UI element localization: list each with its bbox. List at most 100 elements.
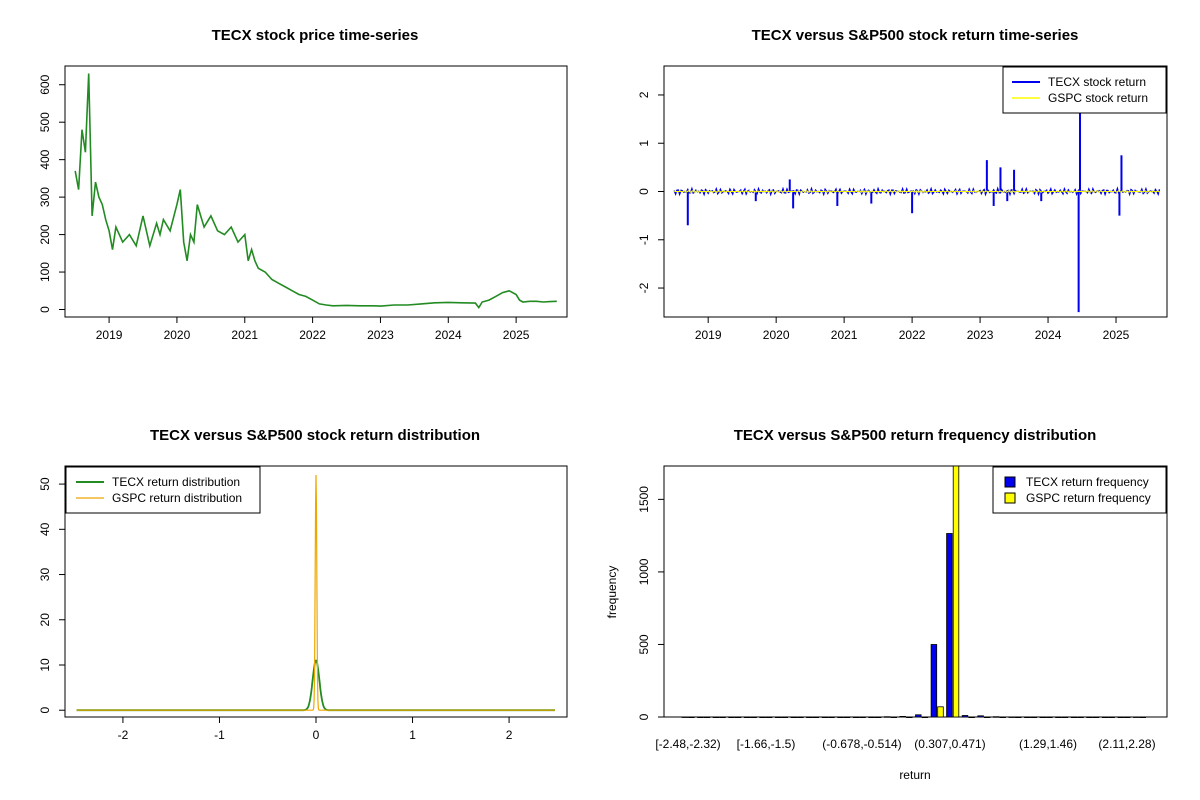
y-tick-label: -2 — [637, 282, 651, 293]
x-tick-label: (2.11,2.28) — [1098, 737, 1155, 751]
density-panel: TECX versus S&P500 stock return distribu… — [38, 427, 568, 742]
x-tick-label: 2022 — [299, 328, 326, 342]
y-tick-label: 500 — [38, 112, 52, 132]
gspc-frequency-bar — [1092, 716, 1100, 719]
tecx-frequency-bar — [1086, 716, 1093, 719]
x-tick-label: [-2.48,-2.32) — [655, 737, 720, 751]
density-legend: TECX return distribution GSPC return dis… — [65, 466, 261, 514]
tecx-frequency-bar — [884, 716, 891, 718]
y-tick-label: 0 — [637, 713, 651, 720]
y-tick-label: 50 — [38, 477, 52, 491]
x-tick-label: 2019 — [695, 328, 722, 342]
x-tick-label: 2021 — [831, 328, 858, 342]
tecx-frequency-bar — [759, 716, 766, 719]
gspc-frequency-bar — [1139, 716, 1146, 719]
tecx-frequency-bar — [712, 716, 720, 719]
y-tick-label: 200 — [38, 224, 52, 244]
gspc-frequency-bar — [766, 716, 773, 719]
tecx-frequency-bar — [977, 715, 984, 718]
gspc-frequency-bar — [875, 716, 882, 719]
tecx-frequency-bar — [697, 716, 704, 719]
gspc-frequency-bar — [968, 716, 975, 719]
density-legend-gspc: GSPC return distribution — [112, 491, 242, 505]
y-tick-label: 30 — [38, 568, 52, 582]
tecx-frequency-bar — [1008, 716, 1015, 718]
tecx-frequency-bar — [930, 644, 938, 718]
frequency-legend-tecx-swatch — [1004, 476, 1016, 488]
gspc-frequency-bar — [859, 716, 866, 719]
frequency-xlabel: return — [899, 768, 930, 782]
gspc-frequency-bar — [812, 716, 820, 719]
y-tick-label: 2 — [637, 91, 651, 98]
frequency-ylabel: frequency — [605, 566, 619, 619]
tecx-frequency-bar — [1055, 716, 1062, 719]
density-legend-tecx: TECX return distribution — [112, 475, 240, 489]
gspc-frequency-bar — [828, 716, 835, 719]
gspc-frequency-bar — [734, 716, 742, 719]
y-tick-label: 10 — [38, 658, 52, 672]
gspc-frequency-bar — [1015, 716, 1022, 719]
gspc-frequency-bar — [921, 716, 929, 719]
gspc-frequency-bar — [890, 716, 897, 719]
tecx-frequency-bar — [837, 716, 844, 719]
frequency-legend: TECX return frequency GSPC return freque… — [992, 466, 1167, 514]
x-tick-label: 0 — [313, 728, 320, 742]
x-tick-label: 2019 — [96, 328, 123, 342]
returns-title: TECX versus S&P500 stock return time-ser… — [752, 27, 1079, 44]
tecx-frequency-bar — [899, 716, 906, 718]
x-tick-label: 2020 — [763, 328, 790, 342]
x-tick-label: (1.29,1.46) — [1019, 737, 1077, 751]
frequency-title: TECX versus S&P500 return frequency dist… — [734, 427, 1097, 444]
x-tick-label: (0.307,0.471) — [914, 737, 985, 751]
y-tick-label: -1 — [637, 234, 651, 245]
density-title: TECX versus S&P500 stock return distribu… — [150, 427, 480, 444]
tecx-frequency-bar — [946, 533, 953, 718]
gspc-frequency-bar — [1108, 716, 1115, 719]
tecx-frequency-bar — [852, 716, 860, 719]
tecx-frequency-bar — [743, 716, 751, 719]
gspc-frequency-bar — [906, 716, 913, 719]
gspc-frequency-bar — [1061, 716, 1069, 719]
gspc-frequency-bar — [688, 716, 695, 719]
x-tick-label: -1 — [214, 728, 225, 742]
price-title: TECX stock price time-series — [212, 27, 419, 44]
frequency-legend-gspc-swatch — [1004, 492, 1016, 504]
y-tick-label: 0 — [38, 707, 52, 714]
x-tick-label: 2025 — [503, 328, 530, 342]
tecx-frequency-bar — [915, 714, 922, 718]
y-tick-label: 300 — [38, 187, 52, 207]
x-tick-label: 1 — [409, 728, 416, 742]
gspc-frequency-bar — [952, 465, 960, 718]
price-plot-box — [64, 65, 568, 318]
y-tick-label: 1500 — [637, 486, 651, 513]
gspc-frequency-bar — [937, 706, 944, 718]
gspc-density-line — [76, 474, 555, 711]
x-tick-label: 2025 — [1103, 328, 1130, 342]
tecx-return-line — [673, 186, 1161, 197]
y-tick-label: 20 — [38, 613, 52, 627]
tecx-frequency-bar — [868, 716, 875, 719]
returns-legend-tecx: TECX stock return — [1048, 75, 1146, 89]
gspc-frequency-bar — [1030, 716, 1038, 719]
tecx-frequency-bar — [775, 716, 782, 719]
x-tick-label: -2 — [118, 728, 129, 742]
frequency-legend-tecx: TECX return frequency — [1026, 475, 1149, 489]
y-tick-label: 1000 — [637, 558, 651, 585]
tecx-frequency-bar — [806, 716, 813, 719]
x-tick-label: 2020 — [164, 328, 191, 342]
price-line — [74, 73, 557, 310]
tecx-frequency-bar — [1024, 716, 1031, 719]
tecx-frequency-bar — [1101, 716, 1109, 719]
tecx-frequency-bar — [961, 715, 969, 718]
y-tick-label: 400 — [38, 149, 52, 169]
y-tick-label: 0 — [637, 188, 651, 195]
y-tick-label: 0 — [38, 306, 52, 313]
gspc-frequency-bar — [797, 716, 804, 719]
y-tick-label: 40 — [38, 522, 52, 536]
gspc-frequency-bar — [781, 716, 788, 719]
y-tick-label: 600 — [38, 74, 52, 94]
gspc-frequency-bar — [719, 716, 726, 719]
tecx-frequency-bar — [1039, 716, 1046, 719]
y-tick-label: 100 — [38, 262, 52, 282]
